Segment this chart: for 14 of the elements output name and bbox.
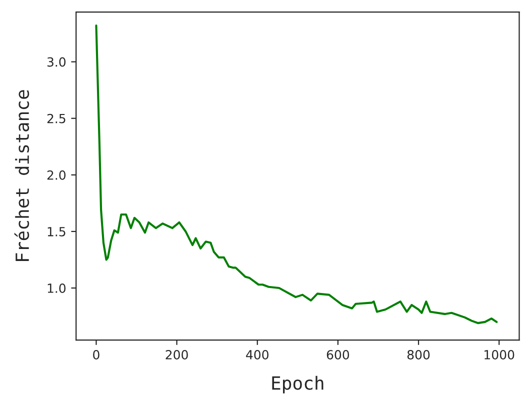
x-tick-label: 800 xyxy=(407,350,430,360)
x-tick-label: 0 xyxy=(93,350,100,360)
y-axis-title: Fréchet distance xyxy=(14,90,30,261)
y-tick-label: 2.0 xyxy=(47,170,66,180)
y-tick-label: 1.5 xyxy=(48,227,66,236)
line-series xyxy=(95,24,498,324)
x-axis-title: Epoch xyxy=(272,376,324,394)
y-tick-label: 2.5 xyxy=(47,114,66,124)
y-tick-label: 1.0 xyxy=(48,283,66,293)
x-tick-label: 400 xyxy=(246,350,268,360)
x-tick-label: 200 xyxy=(166,350,188,360)
y-tick-label: 3.0 xyxy=(47,57,66,67)
x-tick-label: 1000 xyxy=(484,350,514,360)
x-tick-label: 600 xyxy=(326,350,350,360)
